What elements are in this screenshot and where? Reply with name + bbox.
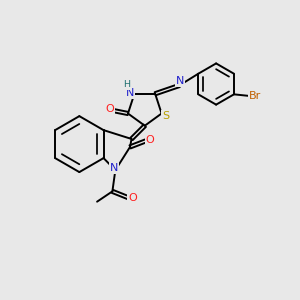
- Text: N: N: [110, 163, 118, 173]
- Text: N: N: [126, 88, 134, 98]
- Text: O: O: [128, 194, 137, 203]
- Text: O: O: [105, 104, 114, 114]
- Text: O: O: [146, 135, 154, 146]
- Text: Br: Br: [248, 91, 261, 101]
- Text: S: S: [162, 111, 169, 121]
- Text: N: N: [176, 76, 184, 86]
- Text: H: H: [124, 80, 130, 89]
